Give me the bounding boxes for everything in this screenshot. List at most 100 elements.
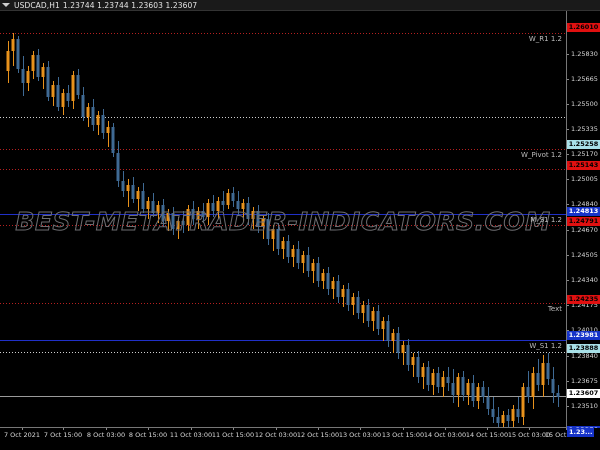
price-axis-line [566,11,567,428]
candle-body [471,383,475,401]
level-label-w_pivot: W_Pivot 1.2 [521,151,562,159]
time-axis-line [0,427,567,428]
time-tick-label: 8 Oct 15:00 [128,431,168,439]
price-tick: 1.24010 [567,326,600,335]
candle-body [466,383,470,395]
time-tick-label: 14 Oct 03:00 [423,431,467,439]
time-tick-label: 12 Oct 15:00 [296,431,340,439]
candle-body [176,221,180,229]
time-tick-label: 12 Oct 03:00 [254,431,298,439]
triangle-down-icon[interactable] [2,3,10,7]
candle-body [411,357,415,365]
level-label-text: Text [547,305,562,313]
time-tick-label: 13 Oct 03:00 [338,431,382,439]
candle-body [546,363,550,379]
chart-plot-area[interactable]: BEST-METATRADER-INDICATORS.COM W_R1 1.2 W… [0,11,566,428]
w-r1-price-label: 1.26010 [567,23,600,32]
candle-body [281,241,285,249]
time-tick-label: 7 Oct 2021 [3,431,41,439]
candle-body [461,377,465,395]
candle-body [456,377,460,395]
time-tick-mark [276,428,277,430]
candle-body [191,209,195,219]
time-tick-mark [22,428,23,430]
candle-body [551,379,555,393]
w-pivot-price-label: 1.25258 [567,140,600,149]
candle-body [401,345,405,353]
time-tick-mark [360,428,361,430]
candle-body [81,95,85,117]
candle-body [406,345,410,365]
candle-body [486,397,490,409]
candle-body [301,255,305,263]
symbol-period-label: USDCAD,H1 [14,0,60,10]
candle-body [26,71,30,83]
price-tick: 1.25335 [567,125,600,134]
candle-body [501,415,505,423]
price-tick: 1.25170 [567,150,600,159]
chart-title-bar: USDCAD,H1 1.23744 1.23744 1.23603 1.2360… [0,0,600,11]
candle-body [161,205,165,221]
candle-body [541,363,545,385]
candle-body [111,127,115,153]
candle-body [506,415,510,421]
candle-body [421,367,425,377]
candle-body [491,409,495,417]
candle-body [316,263,320,281]
candle-body [101,115,105,133]
candle-body [476,387,480,401]
candle-body [531,373,535,397]
candle-body [266,219,270,239]
current-price-label: 1.23607 [567,389,600,398]
candle-body [446,377,450,383]
candle-body [376,311,380,329]
candle-body [451,383,455,395]
price-tick: 1.25500 [567,100,600,109]
candle-body [21,69,25,83]
price-tick: 1.23840 [567,352,600,361]
candle-body [356,297,360,313]
candle-body [36,55,40,77]
candle-body [46,67,50,97]
level-label-m_s1: M_S1 1.2 [530,216,562,224]
price-tick: 1.23675 [567,377,600,386]
candle-body [106,127,110,133]
candle-body [391,333,395,341]
candle-body [121,181,125,191]
time-tick-mark [529,428,530,430]
candle-body [131,185,135,199]
level-lines-group [0,33,566,397]
current-time-label: 1.23... [567,428,595,437]
time-scale[interactable]: 7 Oct 2021 7 Oct 15:00 8 Oct 03:00 8 Oct 15… [0,428,600,450]
candle-body [416,357,420,377]
candle-body [86,107,90,117]
price-scale[interactable]: 1.25830 1.25665 1.25500 1.25335 1.25170 1.250… [567,11,600,435]
candle-body [371,311,375,321]
candle-body [211,203,215,211]
candle-body [221,201,225,205]
candle-body [511,409,515,421]
candle-body [306,255,310,271]
candle-body [196,211,200,219]
candle-body [236,201,240,209]
candle-body [381,321,385,329]
time-tick-label: 15 Oct 03:00 [507,431,551,439]
time-tick-label: 7 Oct 15:00 [43,431,83,439]
candle-body [186,209,190,225]
candle-body [441,377,445,387]
candle-body [206,203,210,217]
price-tick: 1.25005 [567,175,600,184]
price-tick: 1.24840 [567,200,600,209]
m-s1-price-label: 1.24813 [567,207,600,216]
time-tick-mark [191,428,192,430]
candle-body [286,241,290,257]
candle-body [521,387,525,417]
candle-body [166,213,170,221]
candle-body [51,85,55,97]
candle-body [171,213,175,229]
candle-body [6,51,10,71]
candle-body [431,373,435,385]
candle-body [71,75,75,101]
resistance-price-label: 1.25143 [567,161,600,170]
candle-body [366,305,370,321]
